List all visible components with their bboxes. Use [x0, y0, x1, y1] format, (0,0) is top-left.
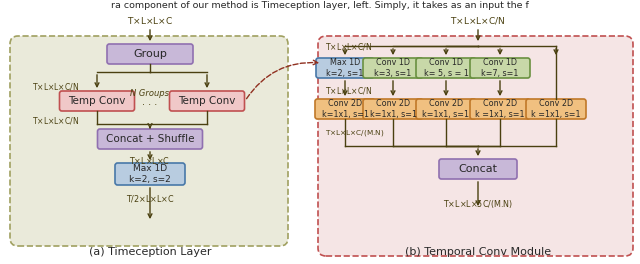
Text: T$\times$L$\times$L$\times$C: T$\times$L$\times$L$\times$C [127, 16, 173, 26]
Text: Conv 2D
k=1x1, s=1: Conv 2D k=1x1, s=1 [369, 99, 417, 119]
Text: T$\times$L$\times$L$\times$C/N: T$\times$L$\times$L$\times$C/N [32, 81, 79, 92]
Text: Conv 2D
k=1x1, s=1: Conv 2D k=1x1, s=1 [422, 99, 470, 119]
FancyBboxPatch shape [470, 58, 530, 78]
Text: T$\times$L$\times$L$\times$C/N: T$\times$L$\times$L$\times$C/N [325, 86, 372, 97]
FancyBboxPatch shape [10, 36, 288, 246]
FancyBboxPatch shape [315, 99, 375, 119]
Text: Conv 2D
k =1x1, s=1: Conv 2D k =1x1, s=1 [476, 99, 525, 119]
Text: Concat + Shuffle: Concat + Shuffle [106, 134, 195, 144]
Text: T$\times$L$\times$L$\times$C/N: T$\times$L$\times$L$\times$C/N [32, 116, 79, 126]
Text: Conv 1D
k= 5, s = 1: Conv 1D k= 5, s = 1 [424, 58, 468, 78]
Text: T$\times$L$\times$L$\times$5C/(M.N): T$\times$L$\times$L$\times$5C/(M.N) [443, 198, 513, 210]
Text: Concat: Concat [458, 164, 497, 174]
FancyBboxPatch shape [316, 58, 374, 78]
FancyBboxPatch shape [439, 159, 517, 179]
FancyBboxPatch shape [60, 91, 134, 111]
FancyBboxPatch shape [107, 44, 193, 64]
FancyBboxPatch shape [526, 99, 586, 119]
Text: Max 1D
k=2, s=2: Max 1D k=2, s=2 [129, 164, 171, 184]
FancyBboxPatch shape [416, 58, 476, 78]
FancyBboxPatch shape [363, 58, 423, 78]
Text: Max 1D
k=2, s=1: Max 1D k=2, s=1 [326, 58, 364, 78]
FancyBboxPatch shape [170, 91, 244, 111]
Text: (a) Timeception Layer: (a) Timeception Layer [89, 247, 211, 257]
Text: T$\times$L$\times$L$\times$C/N: T$\times$L$\times$L$\times$C/N [325, 40, 372, 51]
Text: T$\times$L$\times$L$\times$C/(M.N): T$\times$L$\times$L$\times$C/(M.N) [325, 128, 384, 138]
Text: Group: Group [133, 49, 167, 59]
Text: T$\times$L$\times$L$\times$C: T$\times$L$\times$L$\times$C [129, 155, 171, 167]
Text: (b) Temporal Conv Module: (b) Temporal Conv Module [405, 247, 551, 257]
Text: . . .: . . . [142, 97, 157, 107]
FancyBboxPatch shape [470, 99, 530, 119]
Text: Conv 2D
k=1x1, s=1: Conv 2D k=1x1, s=1 [321, 99, 369, 119]
FancyBboxPatch shape [97, 129, 202, 149]
Text: ra component of our method is Timeception layer, left. Simply, it takes as an in: ra component of our method is Timeceptio… [111, 2, 529, 11]
FancyBboxPatch shape [363, 99, 423, 119]
Text: T/2$\times$L$\times$L$\times$C: T/2$\times$L$\times$L$\times$C [125, 194, 174, 205]
Text: Conv 1D
k=7, s=1: Conv 1D k=7, s=1 [481, 58, 518, 78]
FancyBboxPatch shape [115, 163, 185, 185]
Text: Conv 2D
k =1x1, s=1: Conv 2D k =1x1, s=1 [531, 99, 580, 119]
Text: T$\times$L$\times$L$\times$C/N: T$\times$L$\times$L$\times$C/N [451, 16, 506, 26]
Text: Temp Conv: Temp Conv [179, 96, 236, 106]
Text: Temp Conv: Temp Conv [68, 96, 125, 106]
Text: N Groups: N Groups [131, 89, 170, 98]
FancyBboxPatch shape [416, 99, 476, 119]
Text: Conv 1D
k=3, s=1: Conv 1D k=3, s=1 [374, 58, 412, 78]
FancyBboxPatch shape [318, 36, 633, 256]
